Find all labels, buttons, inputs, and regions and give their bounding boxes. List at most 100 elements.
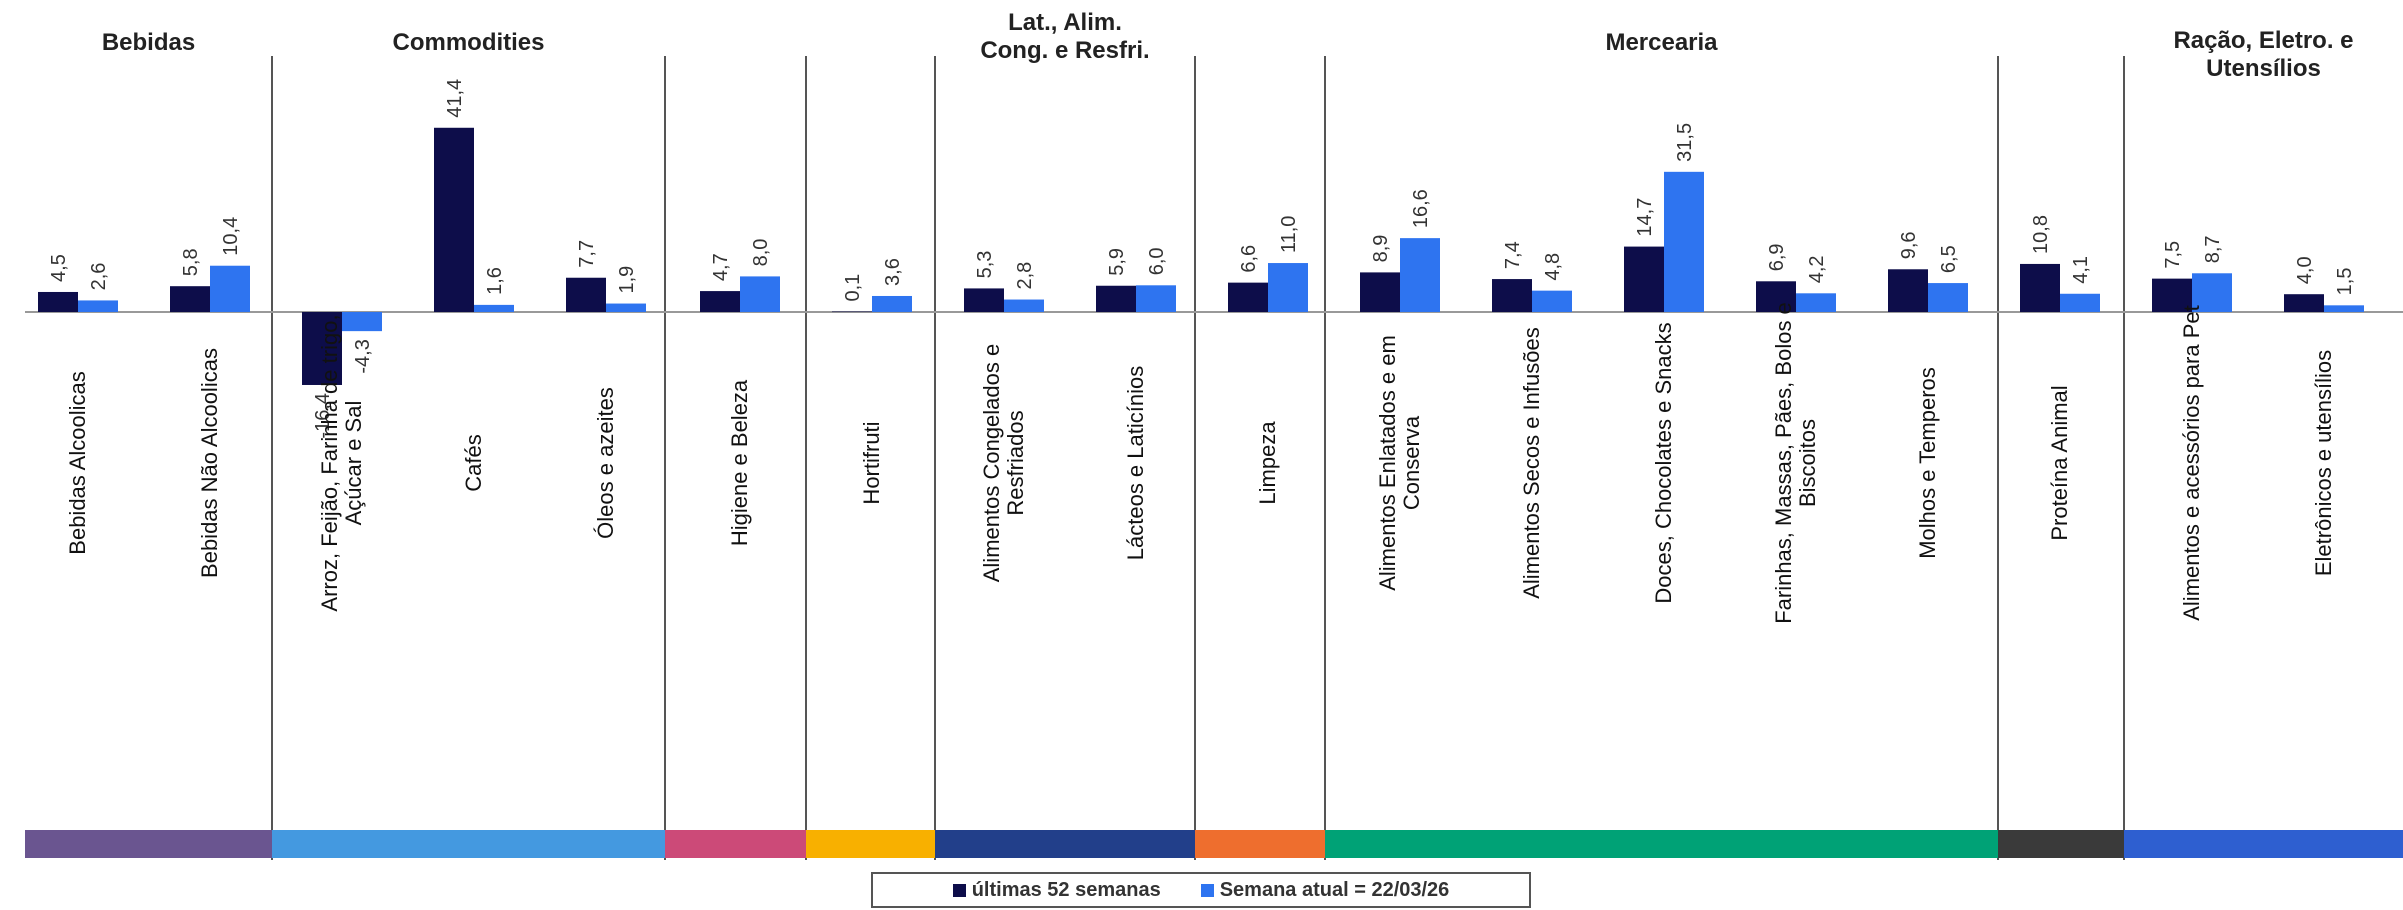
category-label-7-line0: Alimentos Congelados e bbox=[979, 344, 1004, 582]
value-label-s0-12: 14,7 bbox=[1634, 198, 1656, 237]
group-band-1 bbox=[272, 830, 665, 858]
group-band-2 bbox=[665, 830, 806, 858]
group-header-8: Ração, Eletro. e Utensílios bbox=[2173, 27, 2353, 82]
value-label-s0-15: 10,8 bbox=[2030, 215, 2052, 254]
value-label-s0-11: 7,4 bbox=[1502, 241, 1524, 269]
group-band-5 bbox=[1195, 830, 1325, 858]
category-label-0: Bebidas Alcoolicas bbox=[65, 371, 90, 554]
legend-swatch-current-week bbox=[1200, 883, 1214, 897]
bar-s1-9 bbox=[1268, 263, 1308, 312]
category-label-3: Cafés bbox=[461, 434, 486, 491]
category-label-10-line1: Conserva bbox=[1399, 415, 1424, 510]
value-label-s0-14: 9,6 bbox=[1898, 231, 1920, 259]
bar-s0-1 bbox=[170, 286, 210, 312]
category-label-12: Doces, Chocolates e Snacks bbox=[1651, 322, 1676, 603]
group-band-6 bbox=[1325, 830, 1998, 858]
bar-s0-5 bbox=[700, 291, 740, 312]
bar-s1-2 bbox=[342, 312, 382, 332]
legend: últimas 52 semanas Semana atual = 22/03/… bbox=[871, 872, 1531, 908]
value-label-s1-3: 1,6 bbox=[484, 267, 506, 295]
value-label-s0-8: 5,9 bbox=[1106, 248, 1128, 276]
value-label-s1-8: 6,0 bbox=[1146, 247, 1168, 275]
category-label-6: Hortifruti bbox=[859, 421, 884, 504]
value-label-s1-4: 1,9 bbox=[616, 266, 638, 294]
group-band-7 bbox=[1998, 830, 2124, 858]
bar-s0-3 bbox=[434, 127, 474, 313]
bar-s0-2 bbox=[302, 312, 342, 385]
bar-s0-6 bbox=[832, 311, 872, 313]
bar-s0-10 bbox=[1360, 272, 1400, 312]
bar-s1-4 bbox=[606, 303, 646, 312]
bar-s0-4 bbox=[566, 277, 606, 312]
category-label-14: Molhos e Temperos bbox=[1915, 367, 1940, 559]
value-label-s0-4: 7,7 bbox=[576, 240, 598, 268]
legend-label-current-week: Semana atual = 22/03/26 bbox=[1219, 878, 1450, 901]
bar-s1-3 bbox=[474, 304, 514, 312]
category-label-13-line1: Biscoitos bbox=[1795, 419, 1820, 507]
value-label-s0-7: 5,3 bbox=[974, 251, 996, 279]
value-label-s1-13: 4,2 bbox=[1806, 255, 1828, 283]
bar-s1-6 bbox=[872, 295, 912, 312]
group-header-0: Bebidas bbox=[102, 29, 195, 56]
bar-s1-13 bbox=[1796, 293, 1836, 312]
value-label-s1-9: 11,0 bbox=[1278, 216, 1300, 253]
bar-s1-10 bbox=[1400, 238, 1440, 312]
value-label-s0-16: 7,5 bbox=[2162, 241, 2184, 269]
value-label-s1-10: 16,6 bbox=[1410, 189, 1432, 228]
legend-item-current-week: Semana atual = 22/03/26 bbox=[1200, 878, 1450, 902]
value-label-s0-13: 6,9 bbox=[1766, 243, 1788, 271]
category-label-4: Óleos e azeites bbox=[593, 387, 618, 539]
value-label-s1-12: 31,5 bbox=[1674, 123, 1696, 162]
legend-item-52-weeks: últimas 52 semanas bbox=[952, 879, 1161, 902]
value-label-s0-2: -16,4 bbox=[312, 393, 334, 439]
bar-s0-15 bbox=[2020, 263, 2060, 312]
bar-s0-9 bbox=[1228, 282, 1268, 312]
value-label-s1-0: 2,6 bbox=[88, 263, 110, 291]
value-label-s0-3: 41,4 bbox=[444, 79, 466, 118]
value-label-s1-15: 4,1 bbox=[2070, 256, 2092, 284]
bar-s0-7 bbox=[964, 288, 1004, 312]
value-label-s0-0: 4,5 bbox=[48, 254, 70, 282]
bar-s1-16 bbox=[2192, 273, 2232, 312]
bar-s1-1 bbox=[210, 265, 250, 312]
bar-s1-8 bbox=[1136, 285, 1176, 312]
value-label-s1-16: 8,7 bbox=[2202, 235, 2224, 263]
value-label-s1-1: 10,4 bbox=[220, 217, 242, 256]
bar-s1-14 bbox=[1928, 283, 1968, 312]
bar-s1-17 bbox=[2324, 305, 2364, 312]
category-label-17: Eletrônicos e utensílios bbox=[2311, 350, 2336, 576]
value-label-s1-6: 3,6 bbox=[882, 258, 904, 286]
bar-s0-17 bbox=[2284, 294, 2324, 312]
category-label-13-line0: Farinhas, Massas, Pães, Bolos e bbox=[1771, 302, 1796, 624]
value-label-s1-11: 4,8 bbox=[1542, 253, 1564, 281]
bar-s0-12 bbox=[1624, 246, 1664, 312]
bar-s1-0 bbox=[78, 300, 118, 312]
bar-s0-11 bbox=[1492, 279, 1532, 312]
group-band-4 bbox=[935, 830, 1195, 858]
category-label-16: Alimentos e acessórios para Pet bbox=[2179, 305, 2204, 621]
value-label-s1-2: -4,3 bbox=[352, 339, 374, 373]
bar-s1-12 bbox=[1664, 171, 1704, 312]
bar-s0-8 bbox=[1096, 285, 1136, 312]
value-label-s0-1: 5,8 bbox=[180, 248, 202, 276]
group-band-0 bbox=[25, 830, 272, 858]
category-label-7-line1: Resfriados bbox=[1003, 410, 1028, 515]
category-label-2-line0: Arroz, Feijão, Farinha de trigo, bbox=[317, 314, 342, 611]
bar-s0-13 bbox=[1756, 281, 1796, 312]
category-label-1: Bebidas Não Alcoolicas bbox=[197, 348, 222, 578]
bar-s1-11 bbox=[1532, 290, 1572, 312]
value-label-s0-5: 4,7 bbox=[710, 253, 732, 281]
category-label-2-line1: Açúcar e Sal bbox=[341, 401, 366, 526]
group-header-4: Lat., Alim. Cong. e Resfri. bbox=[980, 9, 1149, 64]
group-band-8 bbox=[2124, 830, 2403, 858]
category-label-15: Proteína Animal bbox=[2047, 385, 2072, 540]
legend-swatch-52-weeks bbox=[952, 883, 966, 897]
value-label-s1-7: 2,8 bbox=[1014, 262, 1036, 290]
value-label-s0-17: 4,0 bbox=[2294, 256, 2316, 284]
category-label-5: Higiene e Beleza bbox=[727, 379, 752, 546]
bar-s1-15 bbox=[2060, 293, 2100, 312]
group-band-3 bbox=[806, 830, 935, 858]
value-label-s0-6: 0,1 bbox=[842, 274, 864, 302]
value-label-s1-17: 1,5 bbox=[2334, 268, 2356, 296]
bar-s1-7 bbox=[1004, 299, 1044, 312]
